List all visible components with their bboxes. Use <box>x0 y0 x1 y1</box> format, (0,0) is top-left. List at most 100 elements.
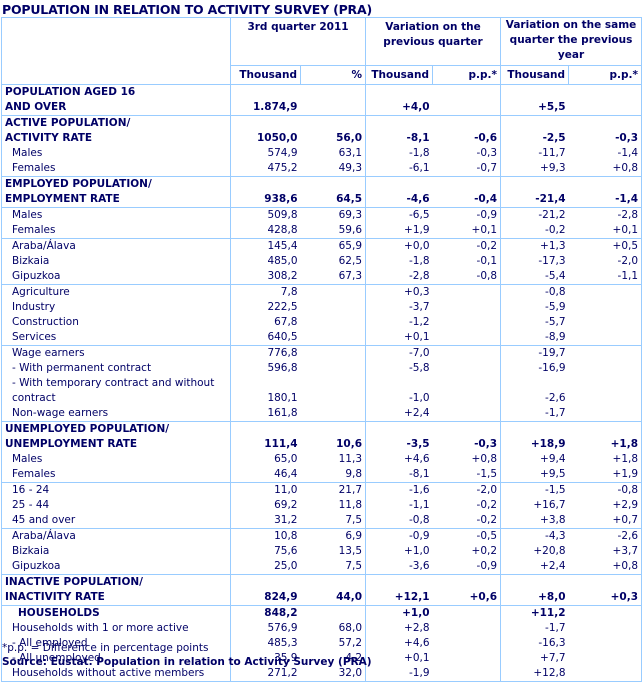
cell: 56,0 <box>300 131 367 146</box>
row-label: - All employed <box>1 636 231 651</box>
table-row: Bizkaia 485,0 62,5 -1,8 -0,1 -17,3 -2,0 <box>1 254 643 269</box>
header-var-prev-year: Variation on the same quarter the previo… <box>500 17 643 66</box>
table-row: Services 640,5 +0,1 -8,9 <box>1 330 643 346</box>
row-label: HOUSEHOLDS <box>1 605 231 621</box>
table-row: POPULATION AGED 16 <box>1 84 643 100</box>
row-label: Females <box>1 161 231 177</box>
header-3rd-quarter: 3rd quarter 2011 <box>230 17 367 66</box>
table-row: Industry 222,5 -3,7 -5,9 <box>1 300 643 315</box>
cell: +5,5 <box>538 101 566 113</box>
subheader-percent: % <box>300 65 367 85</box>
table-row: EMPLOYMENT RATE 938,6 64,5 -4,6 -0,4 -21,4… <box>1 192 643 208</box>
row-label: Males <box>1 146 231 161</box>
row-label: UNEMPLOYMENT RATE <box>1 437 231 452</box>
table-row: 25 - 44 69,2 11,8 -1,1 -0,2 +16,7 +2,9 <box>1 498 643 513</box>
table-row: 45 and over 31,2 7,5 -0,8 -0,2 +3,8 +0,7 <box>1 513 643 529</box>
table-row: Households without active members 271,2 3… <box>1 666 643 682</box>
cell: -2,5 <box>542 132 566 144</box>
subheader-thousand: Thousand <box>365 65 434 85</box>
row-label: EMPLOYED POPULATION/ <box>1 176 231 192</box>
row-label: Araba/Álava <box>1 238 231 254</box>
row-label: Industry <box>1 300 231 315</box>
table-row: Wage earners 776,8 -7,0 -19,7 <box>1 345 643 361</box>
row-label: - All unemployed <box>1 651 231 666</box>
table-row: HOUSEHOLDS 848,2 +1,0 +11,2 <box>1 605 643 621</box>
row-label: Households with 1 or more active <box>1 621 231 636</box>
row-label: Males <box>1 452 231 467</box>
row-label: ACTIVITY RATE <box>1 131 231 146</box>
cell: +4,0 <box>402 101 430 113</box>
subheader-thousand: Thousand <box>230 65 301 85</box>
table-row: Households with 1 or more active 576,9 68… <box>1 621 643 636</box>
row-label: 25 - 44 <box>1 498 231 513</box>
row-label: contract <box>1 391 231 406</box>
row-label: Bizkaia <box>1 254 231 269</box>
table-row: Bizkaia 75,6 13,5 +1,0 +0,2 +20,8 +3,7 <box>1 544 643 559</box>
table-row: UNEMPLOYMENT RATE 111,4 10,6 -3,5 -0,3 +18… <box>1 437 643 452</box>
source-note: Source: Eustat. Population in relation t… <box>2 656 372 668</box>
row-label: POPULATION AGED 16 <box>1 84 231 100</box>
row-label: Bizkaia <box>1 544 231 559</box>
row-label: Agriculture <box>1 284 231 300</box>
table-row: AND OVER 1.874,9 +4,0 +5,5 <box>1 100 643 116</box>
table-row: Non-wage earners 161,8 +2,4 -1,7 <box>1 406 643 422</box>
row-label: 45 and over <box>1 513 231 529</box>
table-row: Males 65,0 11,3 +4,6 +0,8 +9,4 +1,8 <box>1 452 643 467</box>
subheader-pp: p.p.* <box>568 65 643 85</box>
row-label: AND OVER <box>1 100 231 116</box>
table-row: INACTIVITY RATE 824,9 44,0 +12,1 +0,6 +8,0… <box>1 590 643 606</box>
table-row: ACTIVE POPULATION/ <box>1 115 643 131</box>
row-label: INACTIVE POPULATION/ <box>1 574 231 590</box>
row-label: - With temporary contract and without <box>1 376 231 391</box>
row-label: Araba/Álava <box>1 528 231 544</box>
subheader-thousand: Thousand <box>500 65 570 85</box>
cell: -0,6 <box>432 131 502 146</box>
table-row: contract 180,1 -1,0 -2,6 <box>1 391 643 406</box>
table-row: Females 475,2 49,3 -6,1 -0,7 +9,3 +0,8 <box>1 161 643 177</box>
table-row: - With permanent contract 596,8 -5,8 -16… <box>1 361 643 376</box>
header-blank <box>1 17 231 85</box>
table-row: Males 509,8 69,3 -6,5 -0,9 -21,2 -2,8 <box>1 207 643 223</box>
row-label: UNEMPLOYED POPULATION/ <box>1 421 231 437</box>
table-row: Araba/Álava 10,8 6,9 -0,9 -0,5 -4,3 -2,6 <box>1 528 643 544</box>
row-label: INACTIVITY RATE <box>1 590 231 606</box>
table-row: ACTIVITY RATE 1050,0 56,0 -8,1 -0,6 -2,5… <box>1 131 643 146</box>
table-row: Females 428,8 59,6 +1,9 +0,1 -0,2 +0,1 <box>1 223 643 239</box>
cell: 1.874,9 <box>252 101 298 113</box>
table-row: Construction 67,8 -1,2 -5,7 <box>1 315 643 330</box>
row-label: Males <box>1 207 231 223</box>
table-row: Gipuzkoa 25,0 7,5 -3,6 -0,9 +2,4 +0,8 <box>1 559 643 575</box>
table-row: Gipuzkoa 308,2 67,3 -2,8 -0,8 -5,4 -1,1 <box>1 269 643 285</box>
footnote: *p.p. = Difference in percentage points <box>2 642 209 654</box>
table-row: Agriculture 7,8 +0,3 -0,8 <box>1 284 643 300</box>
row-label: Females <box>1 467 231 483</box>
table-row: - With temporary contract and without <box>1 376 643 391</box>
header-var-prev-quarter: Variation on the previous quarter <box>365 17 502 66</box>
page-title: POPULATION IN RELATION TO ACTIVITY SURVE… <box>2 2 372 17</box>
cell: -8,1 <box>406 132 430 144</box>
table-row: - All unemployed 35,9 4,2 +0,1 +7,7 <box>1 651 643 666</box>
row-label: - With permanent contract <box>1 361 231 376</box>
cell: 1050,0 <box>256 132 298 144</box>
table-row: 16 - 24 11,0 21,7 -1,6 -2,0 -1,5 -0,8 <box>1 482 643 498</box>
row-label: Females <box>1 223 231 239</box>
table-row: Araba/Álava 145,4 65,9 +0,0 -0,2 +1,3 +0,5 <box>1 238 643 254</box>
row-label: ACTIVE POPULATION/ <box>1 115 231 131</box>
table-row: Females 46,4 9,8 -8,1 -1,5 +9,5 +1,9 <box>1 467 643 483</box>
table-row: - All employed 485,3 57,2 +4,6 -16,3 <box>1 636 643 651</box>
row-label: EMPLOYMENT RATE <box>1 192 231 208</box>
subheader-pp: p.p.* <box>432 65 502 85</box>
row-label: Gipuzkoa <box>1 559 231 575</box>
cell: -0,3 <box>568 131 643 146</box>
pra-table: 3rd quarter 2011 Variation on the previo… <box>1 17 643 682</box>
row-label: Gipuzkoa <box>1 269 231 285</box>
row-label: Households without active members <box>1 666 231 682</box>
row-label: 16 - 24 <box>1 482 231 498</box>
row-label: Construction <box>1 315 231 330</box>
table-row: UNEMPLOYED POPULATION/ <box>1 421 643 437</box>
row-label: Services <box>1 330 231 346</box>
table-row: INACTIVE POPULATION/ <box>1 574 643 590</box>
row-label: Wage earners <box>1 345 231 361</box>
table-row: Males 574,9 63,1 -1,8 -0,3 -11,7 -1,4 <box>1 146 643 161</box>
table-row: EMPLOYED POPULATION/ <box>1 176 643 192</box>
